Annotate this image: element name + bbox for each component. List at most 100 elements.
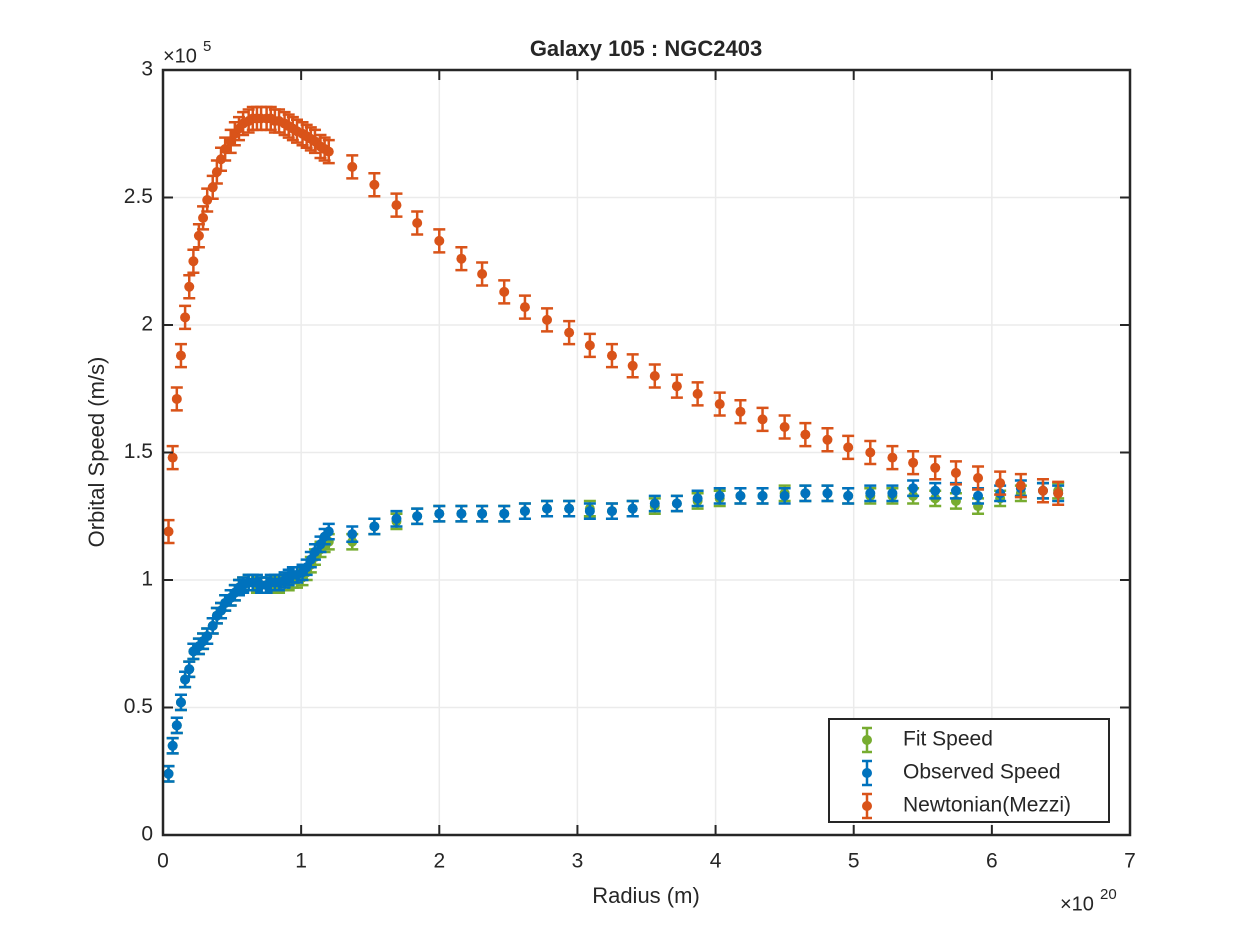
data-point bbox=[757, 490, 768, 501]
data-point bbox=[456, 253, 467, 264]
data-point bbox=[887, 488, 898, 499]
data-point bbox=[163, 768, 174, 779]
data-point bbox=[207, 182, 218, 193]
data-point bbox=[412, 218, 423, 228]
x-axis-label: Radius (m) bbox=[592, 883, 700, 908]
x-tick-label: 0 bbox=[157, 850, 169, 873]
y-tick-label: 1.5 bbox=[124, 440, 153, 463]
data-point bbox=[606, 506, 617, 517]
data-point bbox=[779, 422, 790, 432]
data-point bbox=[973, 490, 984, 501]
data-point bbox=[950, 485, 961, 496]
data-point bbox=[542, 503, 553, 514]
data-point bbox=[412, 511, 423, 522]
data-point bbox=[171, 393, 182, 404]
series bbox=[162, 105, 1065, 545]
legend-marker bbox=[862, 735, 872, 745]
data-point bbox=[202, 195, 213, 206]
data-point bbox=[950, 467, 961, 478]
y-tick-label: 0.5 bbox=[124, 695, 153, 718]
marks bbox=[162, 105, 1065, 783]
legend-label: Observed Speed bbox=[903, 761, 1061, 784]
data-point bbox=[995, 478, 1006, 489]
data-point bbox=[671, 381, 682, 392]
x-tick-label: 5 bbox=[848, 850, 860, 873]
data-point bbox=[822, 488, 833, 499]
y-tick-label: 1 bbox=[141, 568, 153, 591]
data-point bbox=[800, 429, 811, 440]
data-point bbox=[627, 360, 638, 371]
chart-title: Galaxy 105 : NGC2403 bbox=[530, 36, 762, 61]
x-tick-label: 1 bbox=[295, 850, 307, 873]
data-point bbox=[908, 483, 919, 494]
y-tick-label: 3 bbox=[141, 58, 153, 81]
legend-marker bbox=[862, 768, 872, 778]
data-point bbox=[347, 161, 358, 172]
data-point bbox=[391, 513, 402, 524]
data-point bbox=[434, 508, 445, 519]
data-point bbox=[163, 526, 174, 537]
data-point bbox=[184, 664, 195, 675]
data-point bbox=[1053, 488, 1064, 499]
data-point bbox=[930, 462, 941, 473]
x-tick-label: 2 bbox=[433, 850, 445, 873]
data-point bbox=[184, 281, 195, 292]
legend-label: Fit Speed bbox=[903, 728, 993, 751]
data-point bbox=[175, 697, 186, 708]
data-point bbox=[369, 521, 380, 532]
data-point bbox=[167, 740, 178, 751]
data-point bbox=[564, 327, 575, 338]
legend-box bbox=[828, 718, 1110, 823]
data-point bbox=[434, 235, 445, 246]
data-point bbox=[456, 508, 467, 519]
data-point bbox=[477, 508, 488, 519]
data-point bbox=[843, 490, 854, 501]
ticks: 0 1 2 3 4 5 6 7 0 0.5 1 1.5 2 2.5 3 bbox=[124, 58, 1136, 873]
data-point bbox=[649, 498, 660, 509]
data-point bbox=[865, 488, 876, 499]
data-point bbox=[477, 269, 488, 279]
data-point bbox=[369, 179, 380, 190]
data-point bbox=[584, 340, 595, 351]
data-point bbox=[671, 498, 682, 509]
data-point bbox=[692, 493, 703, 504]
data-point bbox=[973, 473, 984, 483]
data-point bbox=[171, 720, 182, 731]
data-point bbox=[175, 350, 186, 361]
data-point bbox=[564, 503, 575, 514]
data-point bbox=[908, 457, 919, 468]
x-tick-label: 3 bbox=[572, 850, 584, 873]
data-point bbox=[188, 256, 199, 267]
data-point bbox=[1037, 485, 1048, 496]
data-point bbox=[391, 200, 402, 211]
data-point bbox=[323, 146, 334, 157]
data-point bbox=[757, 414, 768, 425]
data-point bbox=[1015, 480, 1026, 491]
data-point bbox=[220, 144, 231, 155]
data-point bbox=[584, 506, 595, 517]
data-point bbox=[167, 452, 178, 463]
data-point bbox=[779, 490, 790, 501]
data-point bbox=[822, 434, 833, 445]
y-exponent-power: 5 bbox=[203, 38, 211, 55]
y-tick-label: 2 bbox=[141, 313, 153, 336]
x-exponent-base: ×10 bbox=[1060, 893, 1094, 915]
data-point bbox=[887, 452, 898, 463]
data-point bbox=[627, 503, 638, 514]
data-point bbox=[606, 350, 617, 361]
data-point bbox=[800, 488, 811, 499]
data-point bbox=[692, 388, 703, 399]
data-point bbox=[714, 490, 725, 501]
y-exponent-base: ×10 bbox=[163, 45, 197, 67]
data-point bbox=[499, 508, 510, 519]
data-point bbox=[347, 529, 358, 540]
data-point bbox=[499, 286, 510, 297]
data-point bbox=[519, 506, 530, 517]
legend-label: Newtonian(Mezzi) bbox=[903, 794, 1071, 817]
data-point bbox=[519, 302, 530, 313]
y-axis-label: Orbital Speed (m/s) bbox=[84, 357, 109, 548]
data-point bbox=[542, 314, 553, 325]
data-point bbox=[180, 312, 191, 323]
legend: Fit Speed Observed Speed Newtonian(Mezzi) bbox=[828, 718, 1110, 823]
